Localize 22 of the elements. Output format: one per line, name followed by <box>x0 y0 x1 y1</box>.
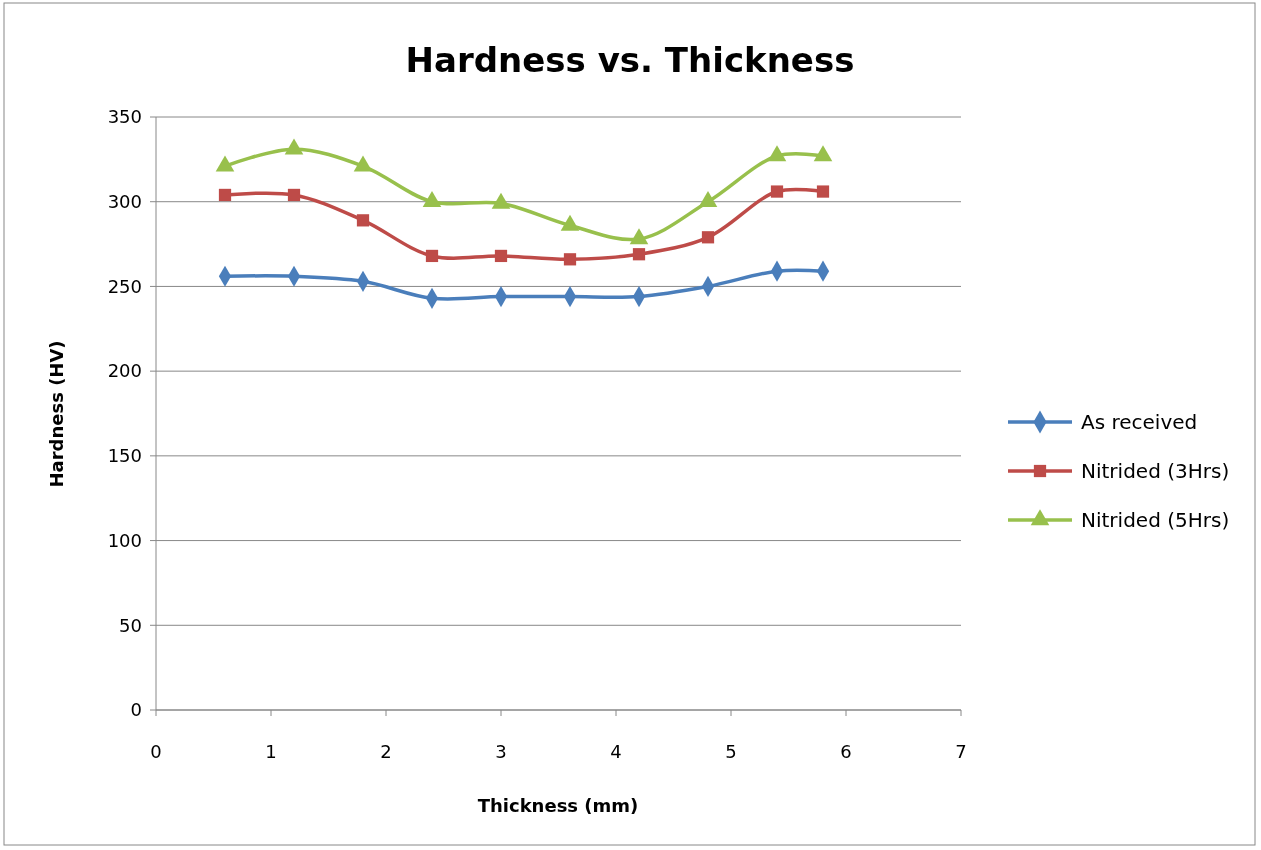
y-axis-title: Hardness (HV) <box>46 340 67 488</box>
y-tick-label: 300 <box>107 191 142 213</box>
chart-title: Hardness vs. Thickness <box>405 40 855 80</box>
x-tick-label: 3 <box>495 741 507 762</box>
x-tick-label: 5 <box>725 741 737 762</box>
x-tick-label: 4 <box>610 741 622 762</box>
y-tick-label: 0 <box>130 699 142 721</box>
x-tick-label: 6 <box>840 741 852 762</box>
legend-label: Nitrided (3Hrs) <box>1081 459 1230 483</box>
legend-label: Nitrided (5Hrs) <box>1081 508 1230 532</box>
x-tick-label: 1 <box>265 741 277 762</box>
y-tick-label: 50 <box>119 614 142 636</box>
y-tick-label: 100 <box>107 529 142 551</box>
x-axis-title: Thickness (mm) <box>477 795 639 816</box>
y-tick-label: 250 <box>107 275 142 297</box>
x-tick-label: 7 <box>955 741 967 762</box>
legend-label: As received <box>1081 410 1198 434</box>
y-tick-label: 200 <box>107 360 142 382</box>
y-tick-label: 150 <box>107 445 142 467</box>
y-tick-label: 350 <box>107 106 142 128</box>
x-tick-label: 2 <box>380 741 392 762</box>
x-tick-label: 0 <box>150 741 162 762</box>
